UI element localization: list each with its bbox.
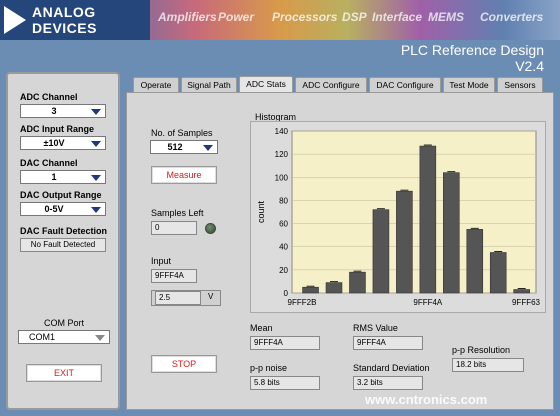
histogram-bar	[466, 229, 484, 294]
y-tick-label: 80	[279, 196, 288, 205]
samples-value: 512	[167, 142, 183, 152]
dac-channel-value: 1	[51, 172, 57, 182]
com-port-label: COM Port	[44, 318, 85, 328]
input-label: Input	[151, 256, 172, 266]
histogram-bar	[349, 271, 366, 294]
rms-label: RMS Value	[353, 323, 398, 333]
samples-label: No. of Samples	[151, 128, 213, 138]
strip-word: Amplifiers	[158, 10, 217, 24]
logo-text-1: ANALOG	[32, 4, 96, 20]
mean-label: Mean	[250, 323, 273, 333]
exit-button[interactable]: EXIT	[26, 364, 102, 382]
pp-noise-label: p-p noise	[250, 363, 288, 373]
tab-signal-path[interactable]: Signal Path	[181, 77, 237, 93]
stop-button[interactable]: STOP	[151, 355, 217, 373]
x-tick-label: 9FFF4A	[413, 298, 443, 307]
adc-channel-label: ADC Channel	[20, 92, 78, 102]
std-dev-label: Standard Deviation	[353, 363, 430, 373]
strip-word: Power	[218, 10, 255, 24]
analog-devices-logo: ANALOG DEVICES	[0, 0, 150, 40]
dac-range-label: DAC Output Range	[20, 190, 102, 200]
dac-channel-select[interactable]: 1	[20, 170, 106, 184]
strip-word: Interface	[372, 10, 423, 24]
adc-range-select[interactable]: ±10V	[20, 136, 106, 150]
dac-range-value: 0-5V	[44, 204, 64, 214]
input-voltage-field: 2.5 V	[151, 290, 221, 306]
tab-dac-configure[interactable]: DAC Configure	[369, 77, 441, 93]
left-panel: ADC Channel 3 ADC Input Range ±10V DAC C…	[6, 72, 120, 410]
com-port-value: COM1	[29, 332, 56, 342]
histogram-bar	[419, 145, 437, 294]
samples-left-value: 0	[151, 221, 197, 235]
watermark: www.cntronics.com	[365, 392, 488, 407]
tab-sensors[interactable]: Sensors	[497, 77, 543, 93]
header-banner: ANALOG DEVICES Amplifiers Power Processo…	[0, 0, 560, 40]
input-voltage-value: 2.5	[155, 291, 201, 305]
samples-left-label: Samples Left	[151, 208, 204, 218]
chevron-down-icon	[91, 141, 101, 147]
chevron-down-icon	[91, 109, 101, 115]
adc-channel-select[interactable]: 3	[20, 104, 106, 118]
y-tick-label: 40	[279, 243, 288, 252]
dac-channel-label: DAC Channel	[20, 158, 78, 168]
logo-triangle-icon	[4, 6, 26, 34]
y-axis-label: count	[256, 200, 266, 223]
dac-range-select[interactable]: 0-5V	[20, 202, 106, 216]
strip-word: Processors	[272, 10, 338, 24]
chevron-down-icon	[91, 207, 101, 213]
strip-word: MEMS	[428, 10, 464, 24]
y-tick-label: 20	[279, 266, 288, 275]
adc-range-label: ADC Input Range	[20, 124, 94, 134]
histogram-bar	[489, 252, 507, 294]
chevron-down-icon	[91, 175, 101, 181]
pp-resolution-value: 18.2 bits	[452, 358, 524, 372]
dac-fault-label: DAC Fault Detection	[20, 226, 108, 236]
chart-title: Histogram	[255, 112, 297, 122]
y-tick-label: 140	[275, 127, 289, 136]
x-tick-label: 9FFF63	[512, 298, 541, 307]
y-tick-label: 0	[284, 289, 289, 298]
mean-value: 9FFF4A	[250, 336, 320, 350]
pp-resolution-label: p-p Resolution	[452, 345, 511, 355]
histogram-bar	[396, 190, 413, 294]
chevron-down-icon	[203, 145, 213, 151]
adc-channel-value: 3	[51, 106, 57, 116]
samples-select[interactable]: 512	[150, 140, 218, 154]
logo-text-2: DEVICES	[32, 20, 97, 36]
measure-button[interactable]: Measure	[151, 166, 217, 184]
histogram-bar	[443, 172, 460, 294]
adc-range-value: ±10V	[43, 138, 65, 148]
histogram-bar	[302, 286, 319, 294]
std-dev-value: 3.2 bits	[353, 376, 423, 390]
chevron-down-icon	[95, 335, 105, 341]
dac-fault-indicator: No Fault Detected	[20, 238, 106, 252]
histogram-bar	[513, 289, 530, 294]
input-hex-value: 9FFF4A	[151, 269, 197, 283]
y-tick-label: 120	[275, 150, 289, 159]
y-tick-label: 60	[279, 220, 288, 229]
histogram-chart: 0 20 40 60 80 100 120 140 9FFF2B 9FFF4A 9FFF63 coun…	[256, 127, 541, 307]
status-led-icon	[205, 223, 216, 234]
histogram-bar	[372, 209, 390, 294]
x-tick-label: 9FFF2B	[288, 298, 317, 307]
tab-operate[interactable]: Operate	[133, 77, 179, 93]
input-unit: V	[208, 292, 214, 301]
strip-word: DSP	[342, 10, 367, 24]
tab-adc-configure[interactable]: ADC Configure	[295, 77, 367, 93]
tab-adc-stats[interactable]: ADC Stats	[239, 76, 293, 93]
app-version: V2.4	[515, 58, 544, 74]
com-port-select[interactable]: COM1	[18, 330, 110, 344]
rms-value: 9FFF4A	[353, 336, 423, 350]
y-tick-label: 100	[275, 173, 289, 182]
strip-word: Converters	[480, 10, 544, 24]
app-title: PLC Reference Design	[400, 42, 544, 58]
tab-test-mode[interactable]: Test Mode	[443, 77, 495, 93]
pp-noise-value: 5.8 bits	[250, 376, 320, 390]
histogram-bar	[325, 282, 343, 294]
